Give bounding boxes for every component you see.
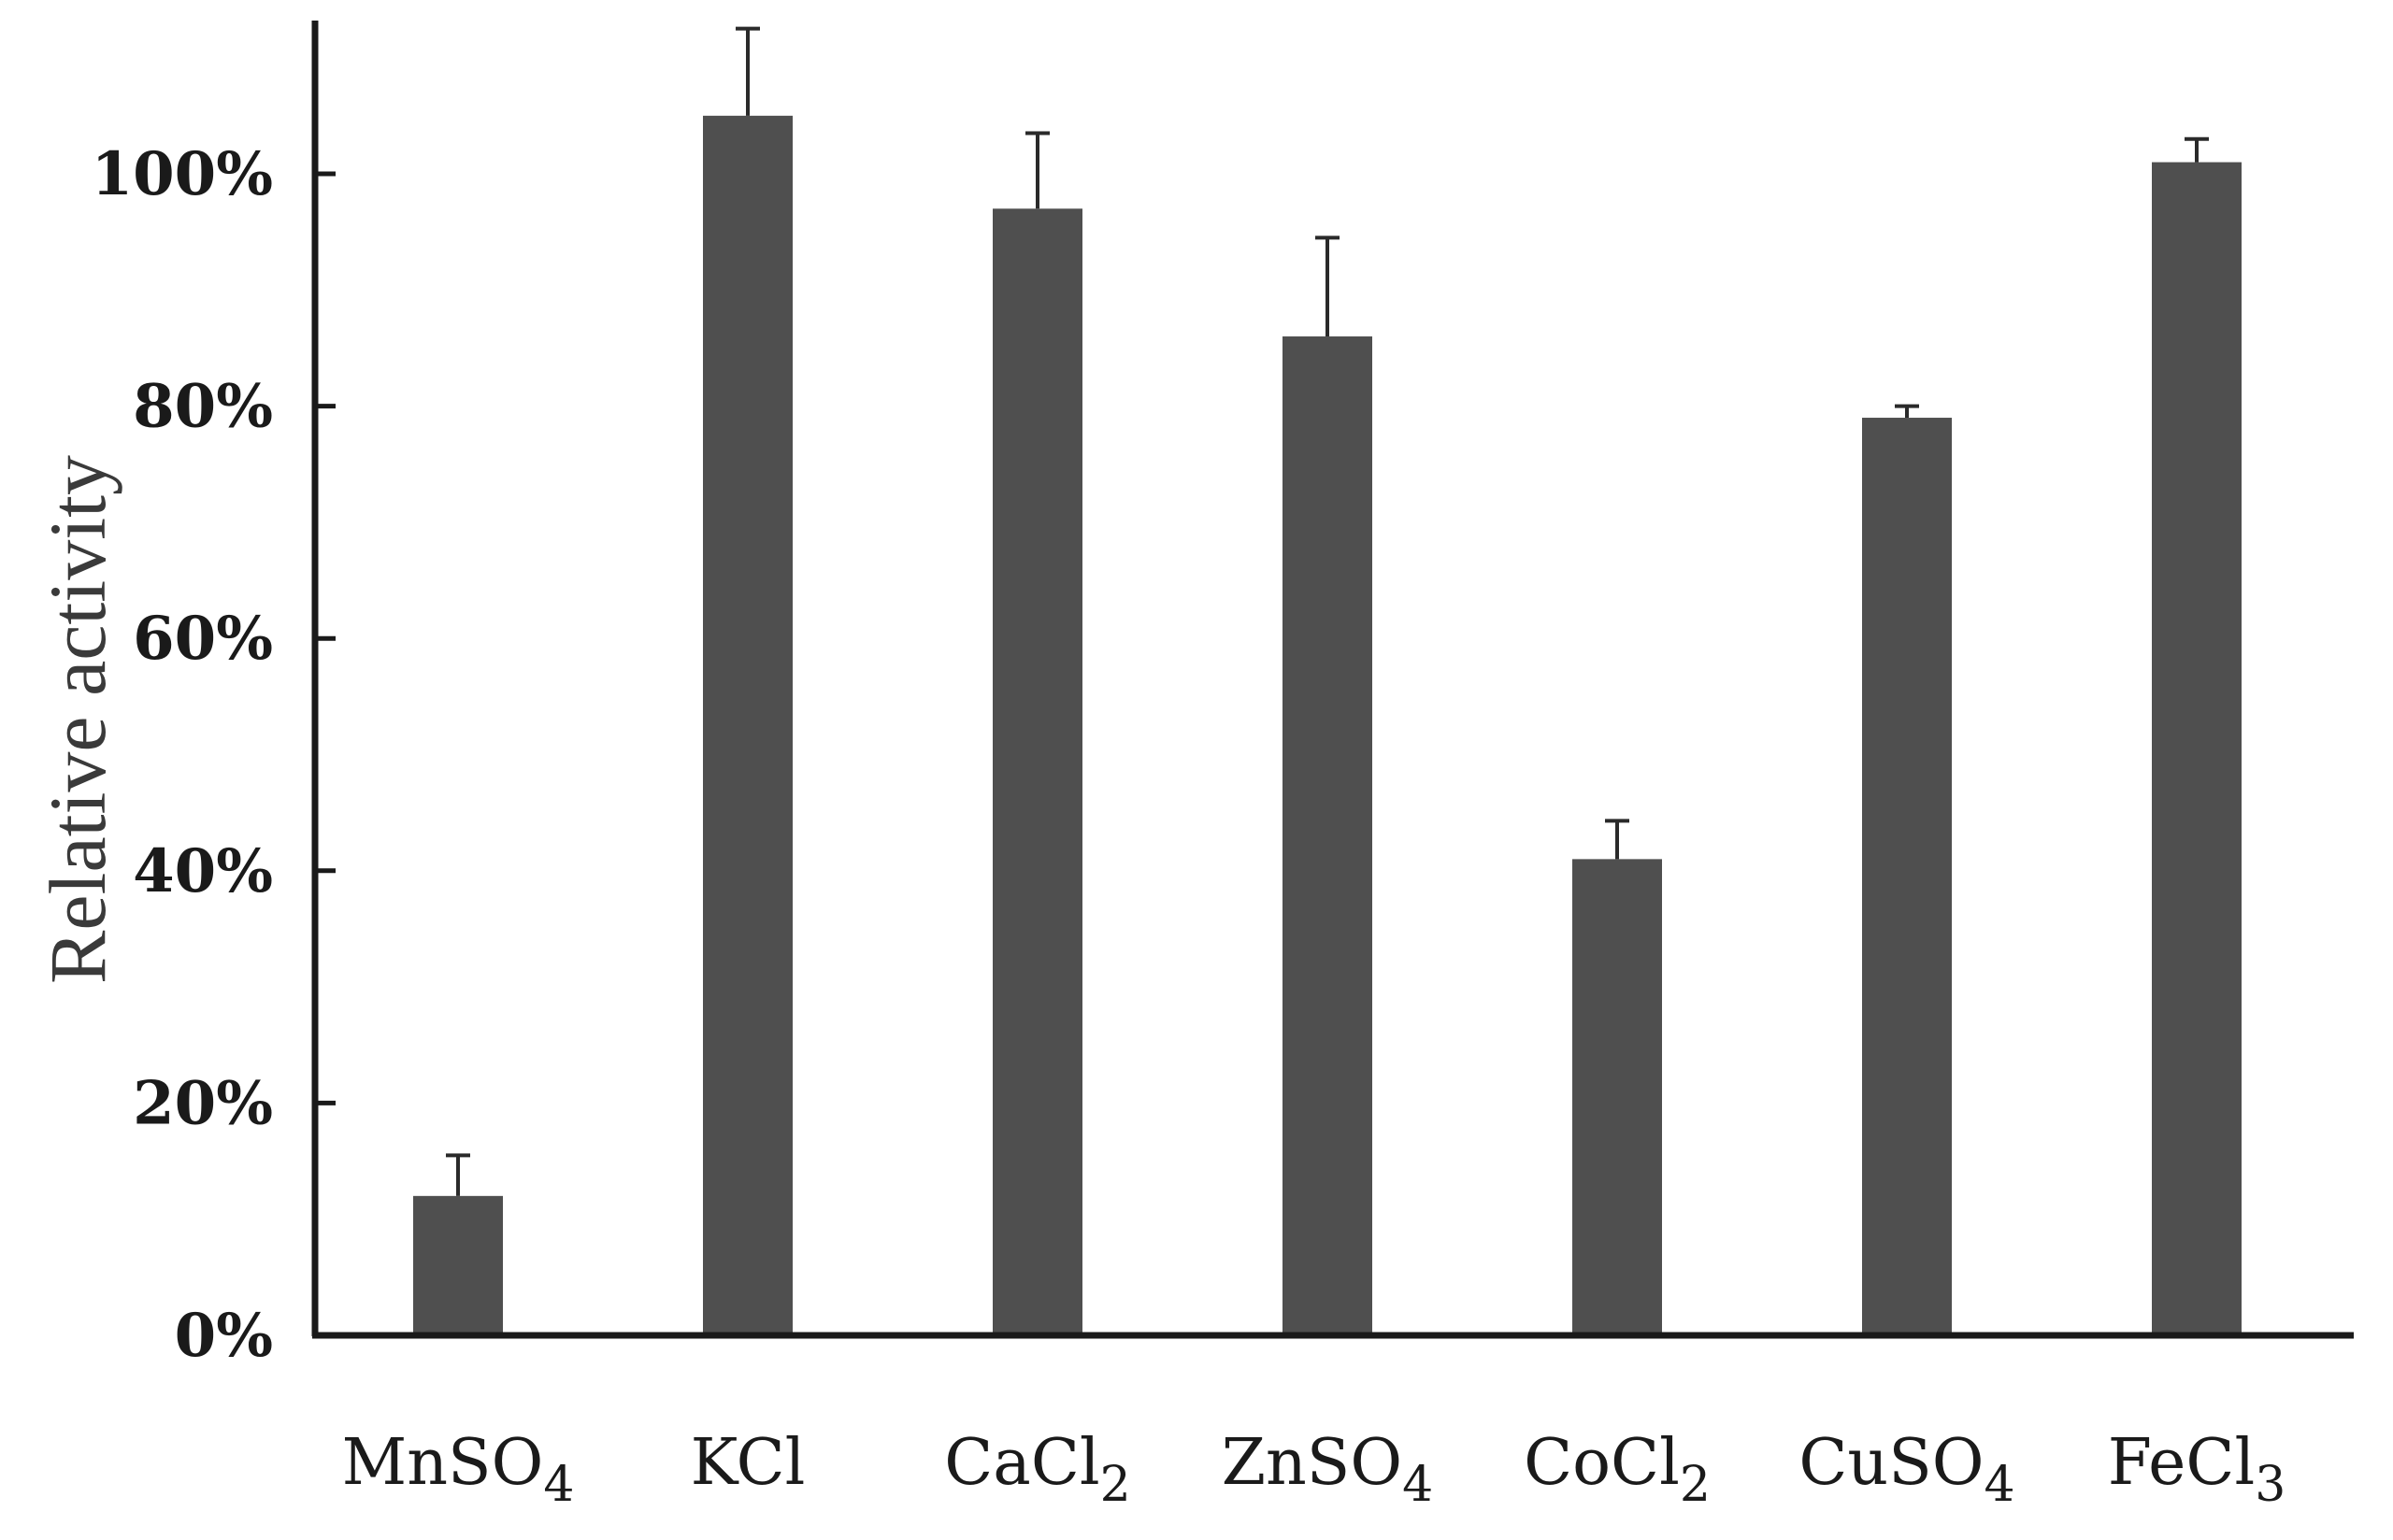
- x-category-label-base: CoCl: [1524, 1426, 1680, 1500]
- bar: [2152, 162, 2242, 1335]
- error-bars-group: [446, 26, 2209, 1196]
- x-category-label-base: KCl: [691, 1426, 806, 1500]
- x-category-label-subscript: 4: [1985, 1457, 2015, 1513]
- x-category-label-subscript: 4: [1402, 1457, 1433, 1513]
- bar: [1572, 859, 1662, 1335]
- x-category-label-base: ZnSO: [1222, 1426, 1402, 1500]
- bar: [703, 115, 793, 1336]
- y-ticks-group: 0% 20% 40% 60% 80% 100%: [92, 139, 336, 1371]
- y-axis-title-group: Relative activity: [33, 455, 122, 984]
- bar: [1282, 336, 1372, 1335]
- x-category-label-subscript: 2: [1680, 1457, 1711, 1513]
- x-category-label: ZnSO4: [1222, 1426, 1433, 1513]
- bars-group: [413, 115, 2242, 1336]
- x-category-label-subscript: 4: [543, 1457, 574, 1513]
- x-category-label: CoCl2: [1524, 1426, 1711, 1513]
- x-category-label-base: FeCl: [2108, 1426, 2255, 1500]
- x-category-label-base: CuSO: [1798, 1426, 1984, 1500]
- y-tick-label: 20%: [133, 1068, 273, 1138]
- x-category-label: CaCl2: [944, 1426, 1130, 1513]
- x-category-label-subscript: 2: [1100, 1457, 1131, 1513]
- x-category-label-base: MnSO: [342, 1426, 544, 1500]
- bar: [993, 208, 1082, 1335]
- y-tick-label: 40%: [133, 836, 273, 906]
- x-category-label-subscript: 3: [2255, 1457, 2286, 1513]
- x-category-label: FeCl3: [2108, 1426, 2286, 1513]
- y-tick-label: 0%: [175, 1301, 273, 1371]
- bar: [413, 1195, 503, 1335]
- y-axis-title: Relative activity: [33, 455, 122, 984]
- y-tick-label: 60%: [133, 604, 273, 674]
- x-category-label: CuSO4: [1798, 1426, 2014, 1513]
- x-category-label: KCl: [691, 1426, 806, 1500]
- x-category-label-base: CaCl: [944, 1426, 1099, 1500]
- x-category-label: MnSO4: [342, 1426, 575, 1513]
- x-labels-group: MnSO4 KCl CaCl2 ZnSO4 CoCl2 CuSO4 FeCl3: [342, 1426, 2286, 1513]
- y-tick-label: 100%: [92, 139, 273, 209]
- bar: [1862, 418, 1952, 1335]
- y-tick-label: 80%: [133, 372, 273, 442]
